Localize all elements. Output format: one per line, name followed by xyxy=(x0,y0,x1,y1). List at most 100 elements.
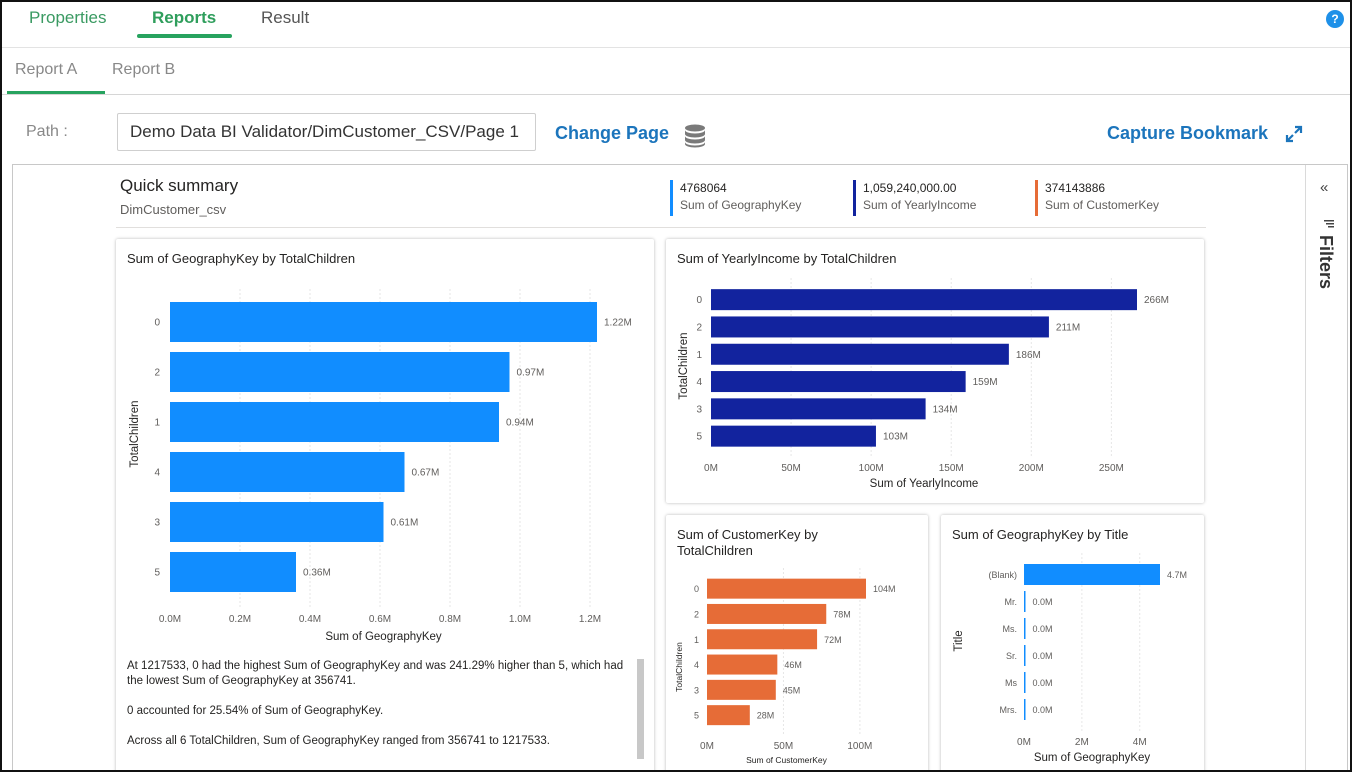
bar xyxy=(707,705,750,726)
data-label: 0.94M xyxy=(506,418,534,429)
category-label: 3 xyxy=(696,404,702,415)
category-label: 3 xyxy=(154,518,160,529)
x-tick-label: 200M xyxy=(1019,463,1044,474)
active-tab-indicator xyxy=(137,34,232,38)
help-icon[interactable]: ? xyxy=(1326,10,1344,28)
bar-chart-geographykey[interactable]: 0.0M 0.2M 0.4M 0.6M 0.8M 1.0M 1.2M 0 1.22M 2 0.97M… xyxy=(116,239,654,649)
kpi-geographykey[interactable]: 4768064 Sum of GeographyKey xyxy=(670,180,801,216)
data-label: 104M xyxy=(873,584,896,594)
category-label: Ms. xyxy=(1003,624,1018,634)
bar xyxy=(711,425,876,447)
y-axis-title: TotalChildren xyxy=(674,642,684,692)
kpi-color-bar xyxy=(853,180,856,216)
kpi-color-bar xyxy=(670,180,673,216)
x-axis-title: Sum of GeographyKey xyxy=(325,631,442,643)
kpi-customerkey[interactable]: 374143886 Sum of CustomerKey xyxy=(1035,180,1159,216)
category-label: 2 xyxy=(696,322,702,333)
capture-bookmark-button[interactable]: Capture Bookmark xyxy=(1107,123,1269,143)
bar-chart-yearlyincome[interactable]: 0M 50M 100M 150M 200M 250M 0 266M 2 211M 1 186M 4 159… xyxy=(666,239,1204,503)
data-label: 0.61M xyxy=(391,518,419,529)
bar xyxy=(170,552,296,592)
change-page-button[interactable]: Change Page xyxy=(555,123,670,143)
data-label: 72M xyxy=(824,635,842,645)
x-tick-label: 4M xyxy=(1133,737,1147,748)
database-icon[interactable] xyxy=(684,124,706,148)
data-label: 0.0M xyxy=(1033,597,1053,607)
category-label: 5 xyxy=(154,568,160,579)
x-tick-label: 2M xyxy=(1075,737,1089,748)
category-label: (Blank) xyxy=(988,570,1017,580)
chart-card-yearlyincome-by-totalchildren[interactable]: Sum of YearlyIncome by TotalChildren 0M 5… xyxy=(666,239,1204,503)
filters-label[interactable]: Filters xyxy=(1316,235,1336,290)
bar xyxy=(711,289,1137,311)
data-label: 1.22M xyxy=(604,318,632,329)
category-label: 0 xyxy=(696,295,702,306)
bar xyxy=(1024,672,1026,693)
path-label: Path : xyxy=(26,123,68,140)
kpi-label: Sum of GeographyKey xyxy=(680,198,802,212)
top-tab-bar: Properties Reports Result ? xyxy=(2,2,1350,48)
bar xyxy=(1024,564,1160,585)
tab-report-b[interactable]: Report B xyxy=(112,61,176,78)
expand-icon[interactable] xyxy=(1285,125,1303,143)
x-tick-label: 1.2M xyxy=(579,614,601,625)
category-label: Ms xyxy=(1005,678,1017,688)
x-tick-label: 0.0M xyxy=(159,614,181,625)
tab-reports[interactable]: Reports xyxy=(152,8,217,27)
narrative-line: At 1217533, 0 had the highest Sum of Geo… xyxy=(127,660,624,687)
path-input[interactable] xyxy=(117,113,536,151)
category-label: Mrs. xyxy=(1000,705,1018,715)
kpi-value: 374143886 xyxy=(1045,181,1106,195)
x-tick-label: 150M xyxy=(939,463,964,474)
kpi-label: Sum of CustomerKey xyxy=(1045,198,1160,212)
bar xyxy=(1024,699,1026,720)
x-tick-label: 0M xyxy=(1017,737,1031,748)
narrative-line: Across all 6 TotalChildren, Sum of Geogr… xyxy=(127,735,550,747)
x-tick-label: 0.6M xyxy=(369,614,391,625)
data-label: 0.0M xyxy=(1033,678,1053,688)
data-label: 45M xyxy=(783,685,801,695)
collapse-filters-icon[interactable]: « xyxy=(1320,179,1329,196)
data-label: 186M xyxy=(1016,350,1041,361)
bar xyxy=(1024,618,1026,639)
filters-pane[interactable]: « Filters xyxy=(1305,165,1347,770)
x-tick-label: 100M xyxy=(847,741,872,752)
x-tick-label: 1.0M xyxy=(509,614,531,625)
data-label: 0.36M xyxy=(303,568,331,579)
report-canvas: Quick summary DimCustomer_csv 4768064 Su… xyxy=(12,164,1348,772)
chart-card-geographykey-by-title[interactable]: Sum of GeographyKey by Title 0M 2M 4M (Blan… xyxy=(941,515,1204,772)
chart-card-geographykey-by-totalchildren[interactable]: Sum of GeographyKey by TotalChildren 0.0… xyxy=(116,239,654,770)
chart-title: Sum of GeographyKey by Title xyxy=(952,527,1129,542)
category-label: 5 xyxy=(694,711,699,721)
category-label: 2 xyxy=(154,368,160,379)
x-tick-label: 100M xyxy=(859,463,884,474)
tab-properties[interactable]: Properties xyxy=(29,8,107,27)
narrative-scrollbar[interactable] xyxy=(637,659,644,759)
data-label: 0.67M xyxy=(412,468,440,479)
x-tick-label: 50M xyxy=(774,741,793,752)
bar xyxy=(711,398,926,420)
data-label: 134M xyxy=(933,404,958,415)
bar xyxy=(707,578,866,599)
x-axis-title: Sum of CustomerKey xyxy=(746,755,828,765)
tab-report-a[interactable]: Report A xyxy=(15,61,78,78)
bar xyxy=(170,352,510,392)
category-label: 4 xyxy=(154,468,160,479)
bar-chart-geographykey-by-title[interactable]: 0M 2M 4M (Blank) 4.7M Mr. 0.0M Ms. 0.0M Sr. 0.0M Ms… xyxy=(941,515,1204,772)
x-tick-label: 0.8M xyxy=(439,614,461,625)
x-axis-title: Sum of GeographyKey xyxy=(1034,752,1151,764)
active-report-tab-indicator xyxy=(7,91,105,94)
kpi-color-bar xyxy=(1035,180,1038,216)
report-tab-bar: Report A Report B xyxy=(2,48,1350,95)
category-label: 1 xyxy=(694,635,699,645)
category-label: 3 xyxy=(694,685,699,695)
kpi-yearlyincome[interactable]: 1,059,240,000.00 Sum of YearlyIncome xyxy=(853,180,976,216)
tab-result[interactable]: Result xyxy=(261,8,310,27)
category-label: 4 xyxy=(694,660,699,670)
chart-card-customerkey-by-totalchildren[interactable]: Sum of CustomerKey by TotalChildren 0M 50… xyxy=(666,515,928,772)
narrative-line: 0 accounted for 25.54% of Sum of Geograp… xyxy=(127,705,384,717)
quick-summary-title: Quick summary xyxy=(120,176,239,195)
x-axis-title: Sum of YearlyIncome xyxy=(870,478,979,490)
